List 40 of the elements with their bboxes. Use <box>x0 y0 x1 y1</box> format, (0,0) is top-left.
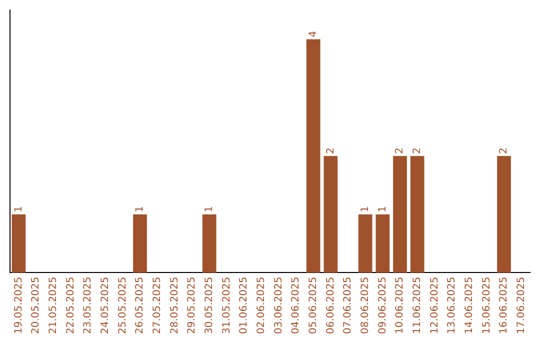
data-label: 2 <box>325 148 336 154</box>
x-tick-label: 02.06.2025 <box>256 276 267 334</box>
data-label: 1 <box>204 206 215 212</box>
x-tick-label: 26.05.2025 <box>134 276 146 334</box>
data-label: 2 <box>394 148 406 154</box>
x-tick-label: 23.05.2025 <box>82 276 94 334</box>
data-label: 1 <box>360 206 371 212</box>
x-tick-label: 08.06.2025 <box>360 276 371 334</box>
data-label: 2 <box>412 148 423 154</box>
data-label: 1 <box>377 206 388 212</box>
x-tick-label: 17.06.2025 <box>516 276 527 334</box>
x-tick-label: 06.06.2025 <box>325 276 336 334</box>
x-tick-label: 27.05.2025 <box>152 276 163 334</box>
x-tick-label: 24.05.2025 <box>100 276 111 334</box>
x-tick-label: 28.05.2025 <box>169 276 180 334</box>
x-tick-label: 11.06.2025 <box>412 276 423 334</box>
x-tick-label: 25.05.2025 <box>117 276 128 334</box>
x-tick-label: 10.06.2025 <box>394 276 406 334</box>
x-tick-label: 14.06.2025 <box>464 276 475 334</box>
x-tick-label: 22.05.2025 <box>65 276 76 334</box>
x-tick-label: 04.06.2025 <box>290 276 302 334</box>
x-tick-label: 30.05.2025 <box>204 276 215 334</box>
data-label: 2 <box>498 148 510 154</box>
x-tick-label: 03.06.2025 <box>273 276 284 334</box>
x-tick-label: 09.06.2025 <box>377 276 388 334</box>
x-tick-label: 29.05.2025 <box>186 276 198 334</box>
x-tick-label: 21.05.2025 <box>48 276 59 334</box>
data-label: 4 <box>308 30 319 38</box>
x-tick-label: 31.05.2025 <box>221 276 232 334</box>
x-tick-label: 05.06.2025 <box>308 276 319 334</box>
x-tick-label: 07.06.2025 <box>342 276 354 334</box>
data-label: 1 <box>13 206 24 212</box>
x-tick-label: 12.06.2025 <box>429 276 440 334</box>
x-tick-label: 01.06.2025 <box>238 276 250 334</box>
x-tick-label: 20.05.2025 <box>30 276 42 334</box>
x-tick-label: 16.06.2025 <box>498 276 510 334</box>
x-tick-label: 13.06.2025 <box>446 276 458 334</box>
x-tick-label: 19.05.2025 <box>13 276 24 334</box>
x-tick-label: 15.06.2025 <box>481 276 492 334</box>
data-label: 1 <box>134 206 146 212</box>
